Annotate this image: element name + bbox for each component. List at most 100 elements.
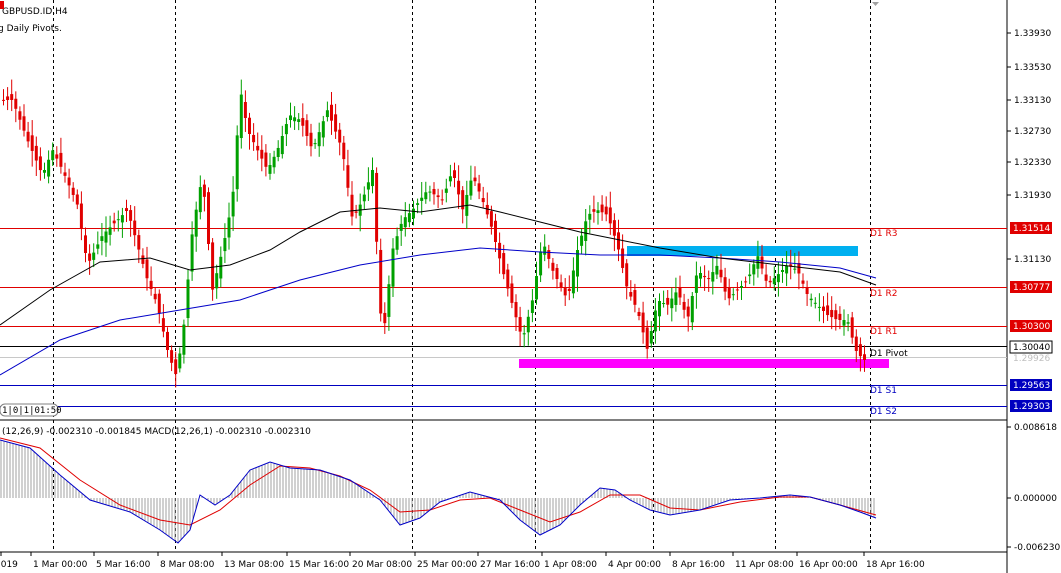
candle-body xyxy=(301,118,305,126)
candle-body xyxy=(96,244,100,249)
candle-body xyxy=(198,187,202,213)
candle-body xyxy=(686,306,690,317)
candle-body xyxy=(776,274,780,283)
candle-body xyxy=(539,251,543,276)
candle-body xyxy=(264,152,268,167)
candle-body xyxy=(600,204,604,213)
candle-body xyxy=(194,209,198,237)
candle-body xyxy=(63,172,67,176)
candle-body xyxy=(559,282,563,288)
candle-body xyxy=(342,142,346,160)
time-tick: 5 Mar 16:00 xyxy=(96,560,151,570)
candle-body xyxy=(79,203,83,229)
candle-body xyxy=(719,269,723,278)
candle-body xyxy=(305,120,309,136)
candle-body xyxy=(248,117,251,134)
candle-body xyxy=(399,223,403,231)
price-tick: 1.31130 xyxy=(1014,255,1051,265)
candle-body xyxy=(108,227,112,235)
candle-body xyxy=(30,135,34,151)
candle-body xyxy=(752,264,756,275)
candle-body xyxy=(793,268,797,270)
candle-body xyxy=(690,296,694,323)
candle-body xyxy=(161,318,165,332)
candle-body xyxy=(707,278,711,280)
candle-body xyxy=(403,217,407,228)
candle-body xyxy=(457,180,461,195)
time-tick: 2019 xyxy=(0,560,18,570)
candle-body xyxy=(412,208,415,219)
candle-body xyxy=(768,280,772,283)
shift-marker-icon[interactable] xyxy=(872,2,879,6)
candle-body xyxy=(797,263,801,274)
time-tick: 1 Apr 08:00 xyxy=(544,560,597,570)
candle-body xyxy=(338,129,342,143)
s1-price-tag xyxy=(1010,379,1052,391)
candle-body xyxy=(223,238,227,252)
candle-body xyxy=(494,220,497,242)
current-price-tag xyxy=(1009,340,1053,354)
candle-body xyxy=(297,119,301,122)
candle-body xyxy=(141,255,145,264)
candle-body xyxy=(43,170,46,173)
candle-body xyxy=(366,182,370,190)
candle-body xyxy=(190,234,194,272)
candle-body xyxy=(387,284,391,317)
candle-body xyxy=(625,263,629,287)
candle-body xyxy=(645,327,649,349)
candle-body xyxy=(350,194,354,217)
candle-body xyxy=(47,159,51,177)
resistance-zone[interactable] xyxy=(627,246,858,256)
pivot-s1-label: D1 S1 xyxy=(870,386,897,396)
candle-body xyxy=(112,220,116,224)
candle-body xyxy=(26,131,30,142)
candle-body xyxy=(846,322,850,324)
time-tick: 16 Apr 00:00 xyxy=(799,560,858,570)
macd-panel[interactable]: (12,26,9) -0.002310 -0.001845 MACD(12,26… xyxy=(0,423,1060,553)
candle-body xyxy=(289,115,292,121)
candle-body xyxy=(235,135,239,190)
candle-body xyxy=(424,192,428,200)
candle-body xyxy=(576,250,579,277)
macd-tick: -0.006230 xyxy=(1014,543,1060,553)
candle-body xyxy=(383,312,387,324)
candle-body xyxy=(202,184,206,197)
candle-body xyxy=(785,265,789,274)
candle-body xyxy=(137,235,141,250)
candle-body xyxy=(170,350,174,363)
candle-body xyxy=(629,292,633,297)
pivot-price-tags: 1.31514 1.30777 1.30300 1.30040 1.29926 … xyxy=(1009,222,1053,412)
candle-body xyxy=(34,145,38,161)
candle-body xyxy=(854,336,858,351)
candle-body xyxy=(830,309,834,318)
macd-tick: 0.008618 xyxy=(1014,423,1057,433)
candle-body xyxy=(178,353,182,369)
macd-tick: 0.000000 xyxy=(1014,494,1057,504)
candle-body xyxy=(18,111,22,120)
candle-body xyxy=(207,192,210,244)
candle-body xyxy=(334,114,338,132)
candle-body xyxy=(723,277,727,292)
candle-body xyxy=(182,324,186,355)
candle-body xyxy=(604,206,608,215)
candle-body xyxy=(145,259,149,279)
candle-body xyxy=(703,275,707,278)
candle-body xyxy=(420,197,424,201)
candle-body xyxy=(489,211,493,227)
s2-price-text: 1.29303 xyxy=(1013,402,1050,412)
candle-body xyxy=(592,209,596,212)
candle-body xyxy=(325,110,329,118)
candle-body xyxy=(280,136,284,155)
candle-body xyxy=(826,305,830,316)
candle-body xyxy=(330,104,333,121)
candle-body xyxy=(448,176,452,182)
pivot-r3-label: D1 R3 xyxy=(870,229,898,239)
support-zone[interactable] xyxy=(519,359,889,368)
r3-price-tag xyxy=(1010,222,1052,234)
price-tick: 1.33530 xyxy=(1014,63,1051,73)
r2-price-text: 1.30777 xyxy=(1013,283,1050,293)
time-axis: 2019 1 Mar 00:00 5 Mar 16:00 8 Mar 08:00 13 … xyxy=(0,552,925,570)
candle-body xyxy=(100,236,104,241)
candle-body xyxy=(678,287,682,298)
